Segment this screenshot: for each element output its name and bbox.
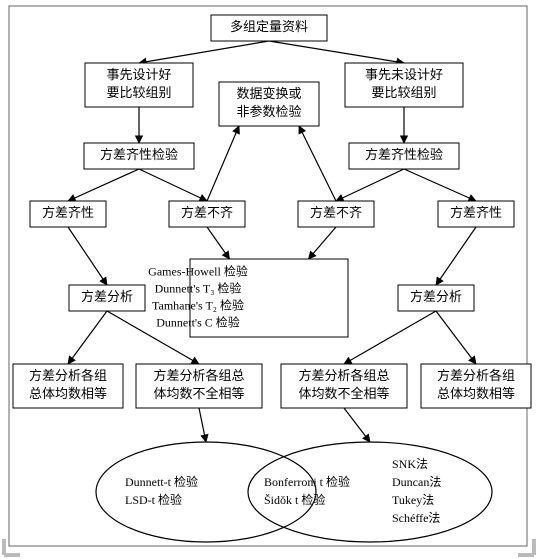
- node-neqL-text-1: 体均数不全相等: [153, 386, 244, 401]
- node-preR-text-0: 事先未设计好: [365, 67, 443, 82]
- edge-hetL-preM: [207, 126, 239, 201]
- node-hetR: 方差不齐: [298, 201, 374, 227]
- node-hetL: 方差不齐: [169, 201, 245, 227]
- edge-homR-anovaR: [436, 227, 476, 285]
- edge-homTestR-hetR: [336, 169, 404, 201]
- venn-right-text-1: Duncan法: [392, 475, 441, 489]
- node-center-text-3: Dunnett's C 检验: [156, 314, 240, 329]
- node-eqR-text-1: 总体均数相等: [437, 386, 515, 401]
- edge-anovaR-eqR: [436, 311, 476, 364]
- venn-left-text-0: Dunnett-t 检验: [125, 474, 198, 489]
- edge-homL-anovaL: [68, 227, 107, 285]
- node-neqL-text-0: 方差分析各组总: [153, 368, 244, 383]
- venn-right-text-3: Schéffe法: [392, 511, 440, 525]
- edge-homTestR-homR: [404, 169, 476, 201]
- node-anovaR: 方差分析: [398, 285, 474, 311]
- node-homTestL: 方差齐性检验: [84, 143, 194, 169]
- node-neqL: 方差分析各组总体均数不全相等: [136, 364, 262, 408]
- node-homTestR-text-0: 方差齐性检验: [365, 147, 443, 162]
- edge-hetR-center: [309, 227, 337, 259]
- node-eqR: 方差分析各组总体均数相等: [421, 364, 531, 408]
- node-preM-text-1: 非参数检验: [236, 104, 301, 119]
- node-anovaL-text-0: 方差分析: [81, 289, 133, 304]
- node-eqL: 方差分析各组总体均数相等: [13, 364, 123, 408]
- flowchart-canvas: 多组定量资料事先设计好要比较组别数据变换或非参数检验事先未设计好要比较组别方差齐…: [0, 0, 538, 559]
- node-anovaR-text-0: 方差分析: [410, 289, 462, 304]
- node-hetL-text-0: 方差不齐: [181, 205, 233, 220]
- venn-right-text-2: Tukey法: [392, 493, 434, 507]
- node-preM-text-0: 数据变换或: [236, 86, 301, 101]
- edge-neqR-abs: [344, 408, 370, 442]
- node-homL-text-0: 方差齐性: [42, 205, 94, 220]
- node-homTestL-text-0: 方差齐性检验: [100, 147, 178, 162]
- edge-neqL-abs: [199, 408, 206, 442]
- node-preR-text-1: 要比较组别: [371, 85, 436, 100]
- node-preL-text-0: 事先设计好: [106, 67, 171, 82]
- node-homR: 方差齐性: [438, 201, 514, 227]
- edge-root-preR: [269, 41, 404, 63]
- node-preL-text-1: 要比较组别: [106, 85, 171, 100]
- venn-overlap-text-0: Bonferroni t 检验: [264, 474, 350, 489]
- edge-hetL-center: [207, 227, 230, 259]
- edge-hetR-preM: [299, 126, 336, 201]
- node-center: Games-Howell 检验 Dunnett's T₃ 检验 Tamhane's …: [148, 259, 348, 337]
- node-center-text-0: Games-Howell 检验: [148, 263, 248, 278]
- node-preM: 数据变换或非参数检验: [219, 82, 319, 126]
- node-eqR-text-0: 方差分析各组: [437, 368, 515, 383]
- edge-anovaL-eqL: [68, 311, 107, 364]
- edge-homTestL-hetL: [139, 169, 207, 201]
- node-preR: 事先未设计好要比较组别: [345, 63, 463, 107]
- node-center-text-1: Dunnett's T₃ 检验: [155, 280, 242, 295]
- node-homL: 方差齐性: [30, 201, 106, 227]
- node-homTestR: 方差齐性检验: [349, 143, 459, 169]
- venn-right-text-0: SNK法: [392, 457, 428, 471]
- node-neqR-text-0: 方差分析各组总: [298, 368, 389, 383]
- venn-overlap-text-1: Šidǒk t 检验: [264, 492, 325, 507]
- node-hetR-text-0: 方差不齐: [310, 205, 362, 220]
- edge-root-preL: [139, 41, 269, 63]
- node-eqL-text-1: 总体均数相等: [29, 386, 107, 401]
- node-eqL-text-0: 方差分析各组: [29, 368, 107, 383]
- node-homR-text-0: 方差齐性: [450, 205, 502, 220]
- edge-anovaR-neqR: [344, 311, 436, 364]
- node-root: 多组定量资料: [211, 15, 327, 41]
- node-center-text-2: Tamhane's T₂ 检验: [152, 297, 244, 312]
- node-anovaL: 方差分析: [69, 285, 145, 311]
- node-root-text-0: 多组定量资料: [230, 19, 308, 34]
- node-preL: 事先设计好要比较组别: [85, 63, 193, 107]
- venn-left-text-1: LSD-t 检验: [125, 492, 182, 507]
- edge-homTestL-homL: [68, 169, 139, 201]
- node-neqR: 方差分析各组总体均数不全相等: [281, 364, 407, 408]
- node-neqR-text-1: 体均数不全相等: [298, 386, 389, 401]
